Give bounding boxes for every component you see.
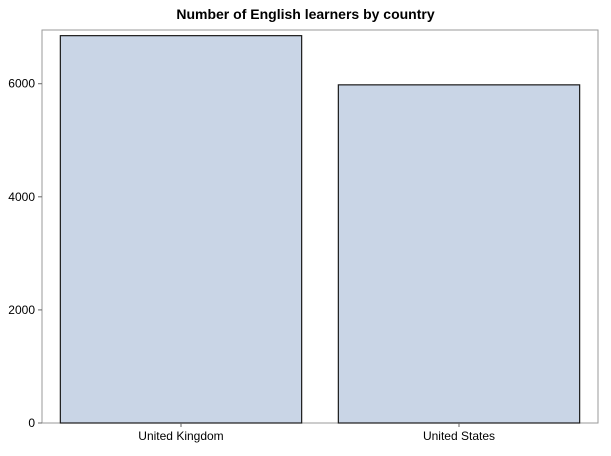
- chart-title: Number of English learners by country: [176, 6, 435, 22]
- y-tick-label: 2000: [8, 303, 35, 317]
- plot-frame: [41, 29, 599, 424]
- bar-united-states: [337, 84, 581, 424]
- y-tick-label: 0: [28, 416, 35, 430]
- y-tick-label: 6000: [8, 77, 35, 91]
- bar-united-kingdom: [59, 35, 303, 424]
- x-tick-label: United States: [423, 429, 495, 443]
- y-tick-label: 4000: [8, 190, 35, 204]
- plot-area: United Kingdom United States 0 2000 4000 6000: [8, 29, 599, 443]
- x-tick-label: United Kingdom: [138, 429, 223, 443]
